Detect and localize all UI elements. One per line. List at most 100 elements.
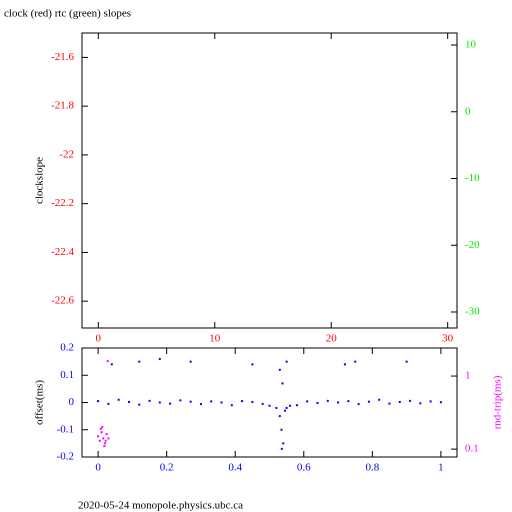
y2-tick-label: 1 [465, 370, 471, 382]
point [189, 360, 192, 363]
x-tick-label: 0 [95, 462, 101, 474]
point [199, 403, 202, 406]
point [138, 403, 141, 406]
point [97, 400, 100, 403]
y2-tick-label: -20 [465, 239, 480, 251]
point [295, 404, 298, 407]
x-tick-label: 0.6 [297, 462, 311, 474]
y-tick-label: -22.4 [51, 246, 74, 258]
point [169, 402, 172, 405]
point [347, 400, 350, 403]
point [278, 368, 281, 371]
y-axis-label: offset(ms) [34, 380, 46, 425]
point [103, 442, 106, 445]
y2-tick-label: 0.1 [465, 443, 479, 455]
point [101, 426, 104, 429]
point [107, 402, 110, 405]
point [337, 401, 340, 404]
y-tick-label: -22 [59, 148, 74, 160]
point [280, 428, 283, 431]
x-tick-label: 10 [209, 333, 221, 345]
x-tick-label: 30 [442, 333, 454, 345]
point [179, 399, 182, 402]
point [103, 445, 106, 448]
point [100, 431, 103, 434]
point [378, 398, 381, 401]
point [158, 357, 161, 360]
point [285, 406, 288, 409]
point [251, 400, 254, 403]
point [280, 447, 283, 450]
point [278, 415, 281, 418]
point [409, 399, 412, 402]
point [285, 360, 288, 363]
y-tick-label: 0.1 [60, 369, 74, 381]
point [98, 439, 101, 442]
point [398, 400, 401, 403]
point [326, 399, 329, 402]
point [354, 360, 357, 363]
y2-tick-label: 10 [465, 39, 477, 51]
point [99, 427, 102, 430]
y-tick-label: 0 [69, 396, 75, 408]
point [429, 400, 432, 403]
y-axis-label: clockslope [34, 157, 46, 204]
point [343, 363, 346, 366]
y2-tick-label: -10 [465, 172, 480, 184]
x-tick-label: 0 [96, 333, 102, 345]
y-tick-label: -0.1 [57, 423, 74, 435]
point [210, 400, 213, 403]
y-tick-label: -0.2 [57, 451, 74, 463]
point [405, 360, 408, 363]
point [282, 442, 285, 445]
point [357, 403, 360, 406]
point [316, 402, 319, 405]
y-tick-label: -21.8 [51, 100, 74, 112]
y2-tick-label: -30 [465, 306, 480, 318]
x-tick-label: 0.8 [365, 462, 379, 474]
point [127, 400, 130, 403]
y2-tick-label: 0 [465, 105, 471, 117]
x-tick-label: 0.2 [160, 462, 174, 474]
point [241, 400, 244, 403]
point [158, 401, 161, 404]
point [268, 404, 271, 407]
point [107, 437, 110, 440]
point [281, 382, 284, 385]
point [106, 360, 109, 363]
point [110, 363, 113, 366]
point [220, 401, 223, 404]
chart-title: clock (red) rtc (green) slopes [4, 8, 131, 20]
point [261, 402, 264, 405]
point [104, 439, 107, 442]
point [289, 404, 292, 407]
point [251, 363, 254, 366]
x-tick-label: 0.4 [228, 462, 242, 474]
point [275, 406, 278, 409]
point [388, 402, 391, 405]
y-tick-label: -21.6 [51, 51, 74, 63]
x-tick-label: 20 [326, 333, 338, 345]
point [97, 435, 100, 438]
point [439, 401, 442, 404]
y2-axis-label: rnd-trip(ms) [492, 375, 504, 429]
plot-frame [81, 32, 458, 329]
y-tick-label: -22.2 [51, 197, 74, 209]
point [102, 437, 105, 440]
point [189, 400, 192, 403]
point [306, 400, 309, 403]
point [283, 409, 286, 412]
point [419, 402, 422, 405]
point [367, 400, 370, 403]
x-tick-label: 1 [438, 462, 444, 474]
y-tick-label: 0.2 [60, 342, 74, 354]
footer: 2020-05-24 monopole.physics.ubc.ca [78, 500, 243, 512]
point [138, 360, 141, 363]
point [230, 404, 233, 407]
y-tick-label: -22.6 [51, 295, 74, 307]
point [105, 433, 108, 436]
point [148, 399, 151, 402]
point [117, 398, 120, 401]
